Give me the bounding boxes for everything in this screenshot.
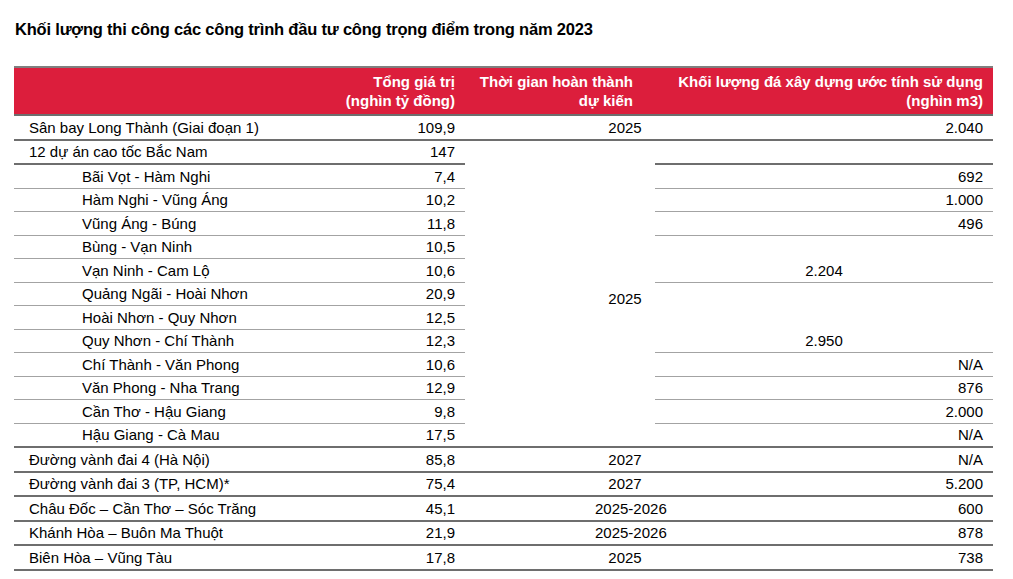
completion-time-cell: 2025-2026 bbox=[465, 496, 655, 521]
total-value-cell: 20,9 bbox=[309, 282, 465, 306]
completion-time-cell bbox=[465, 140, 655, 165]
total-value-cell: 10,6 bbox=[309, 353, 465, 377]
col-header-completion-time: Thời gian hoàn thành dự kiến bbox=[465, 67, 655, 115]
volume-cell: 1.000 bbox=[655, 188, 993, 212]
project-name-cell: Đường vành đai 4 (Hà Nội) bbox=[14, 447, 309, 472]
project-name-cell: Châu Đốc – Cần Thơ – Sóc Trăng bbox=[14, 496, 309, 521]
volume-cell: N/A bbox=[655, 353, 993, 377]
volume-cell: 738 bbox=[655, 545, 993, 570]
project-name-cell: Vũng Áng - Búng bbox=[14, 212, 309, 236]
project-name-cell: Quảng Ngãi - Hoài Nhơn bbox=[14, 282, 309, 306]
volume-cell bbox=[655, 140, 993, 165]
project-name-cell: 12 dự án cao tốc Bắc Nam bbox=[14, 140, 309, 165]
volume-cell: N/A bbox=[655, 423, 993, 447]
project-name-cell: Khánh Hòa – Buôn Ma Thuột bbox=[14, 521, 309, 546]
volume-cell: 2.000 bbox=[655, 400, 993, 424]
total-value-cell: 45,1 bbox=[309, 496, 465, 521]
project-name-cell: Bùng - Vạn Ninh bbox=[14, 235, 309, 259]
project-name-cell: Sân bay Long Thành (Giai đoạn 1) bbox=[14, 115, 309, 140]
project-name-cell: Văn Phong - Nha Trang bbox=[14, 376, 309, 400]
total-value-cell: 10,6 bbox=[309, 259, 465, 283]
total-value-cell: 12,9 bbox=[309, 376, 465, 400]
table-row: Đường vành đai 4 (Hà Nội) 85,8 2027 N/A bbox=[14, 447, 993, 472]
total-value-cell: 109,9 bbox=[309, 115, 465, 140]
total-value-cell: 12,5 bbox=[309, 306, 465, 330]
project-name-cell: Đường vành đai 3 (TP, HCM)* bbox=[14, 472, 309, 497]
volume-cell: 5.200 bbox=[655, 472, 993, 497]
volume-cell: 876 bbox=[655, 376, 993, 400]
col-header-total-value: Tổng giá trị (nghìn tỷ đồng) bbox=[309, 67, 465, 115]
table-row: Sân bay Long Thành (Giai đoạn 1) 109,9 2… bbox=[14, 115, 993, 140]
total-value-cell: 10,5 bbox=[309, 235, 465, 259]
project-name-cell: Quy Nhơn - Chí Thành bbox=[14, 329, 309, 353]
header-row: Tổng giá trị (nghìn tỷ đồng) Thời gian h… bbox=[14, 67, 993, 115]
volume-cell: 600 bbox=[655, 496, 993, 521]
total-value-cell: 21,9 bbox=[309, 521, 465, 546]
total-value-cell: 9,8 bbox=[309, 400, 465, 424]
volume-cell: 692 bbox=[655, 164, 993, 188]
volume-cell: 2.040 bbox=[655, 115, 993, 140]
table-row: 12 dự án cao tốc Bắc Nam 147 bbox=[14, 140, 993, 165]
total-value-cell: 10,2 bbox=[309, 188, 465, 212]
table-row: Đường vành đai 3 (TP, HCM)* 75,4 2027 5.… bbox=[14, 472, 993, 497]
volume-cell: 496 bbox=[655, 212, 993, 236]
table-row: Bãi Vọt - Hàm Nghi 7,4 2025 692 bbox=[14, 164, 993, 188]
project-name-cell: Cần Thơ - Hậu Giang bbox=[14, 400, 309, 424]
project-name-cell: Vạn Ninh - Cam Lộ bbox=[14, 259, 309, 283]
completion-time-cell: 2025 bbox=[465, 545, 655, 570]
project-name-cell: Hoài Nhơn - Quy Nhơn bbox=[14, 306, 309, 330]
col-header-project bbox=[14, 67, 309, 115]
page-title: Khối lượng thi công các công trình đầu t… bbox=[15, 20, 1013, 39]
report-page: { "title": "Khối lượng thi công các công… bbox=[0, 0, 1013, 579]
total-value-cell: 17,8 bbox=[309, 545, 465, 570]
volume-cell: N/A bbox=[655, 447, 993, 472]
project-name-cell: Bãi Vọt - Hàm Nghi bbox=[14, 164, 309, 188]
project-name-cell: Biên Hòa – Vũng Tàu bbox=[14, 545, 309, 570]
total-value-cell: 75,4 bbox=[309, 472, 465, 497]
total-value-cell: 147 bbox=[309, 140, 465, 165]
table-row: Châu Đốc – Cần Thơ – Sóc Trăng 45,1 2025… bbox=[14, 496, 993, 521]
completion-time-cell: 2027 bbox=[465, 447, 655, 472]
volume-cell-merged: 2.204 bbox=[655, 235, 993, 282]
total-value-cell: 85,8 bbox=[309, 447, 465, 472]
completion-time-cell: 2025 bbox=[465, 115, 655, 140]
total-value-cell: 7,4 bbox=[309, 164, 465, 188]
completion-time-cell: 2025-2026 bbox=[465, 521, 655, 546]
total-value-cell: 17,5 bbox=[309, 423, 465, 447]
total-value-cell: 12,3 bbox=[309, 329, 465, 353]
completion-time-cell-merged: 2025 bbox=[465, 164, 655, 447]
project-name-cell: Hàm Nghi - Vũng Áng bbox=[14, 188, 309, 212]
project-name-cell: Hậu Giang - Cà Mau bbox=[14, 423, 309, 447]
projects-table: Tổng giá trị (nghìn tỷ đồng) Thời gian h… bbox=[14, 66, 993, 571]
total-value-cell: 11,8 bbox=[309, 212, 465, 236]
volume-cell: 878 bbox=[655, 521, 993, 546]
completion-time-cell: 2027 bbox=[465, 472, 655, 497]
col-header-stone-volume: Khối lượng đá xây dựng ước tính sử dụng … bbox=[655, 67, 993, 115]
volume-cell-merged: 2.950 bbox=[655, 282, 993, 353]
table-row: Khánh Hòa – Buôn Ma Thuột 21,9 2025-2026… bbox=[14, 521, 993, 546]
project-name-cell: Chí Thành - Văn Phong bbox=[14, 353, 309, 377]
table-row: Biên Hòa – Vũng Tàu 17,8 2025 738 bbox=[14, 545, 993, 570]
